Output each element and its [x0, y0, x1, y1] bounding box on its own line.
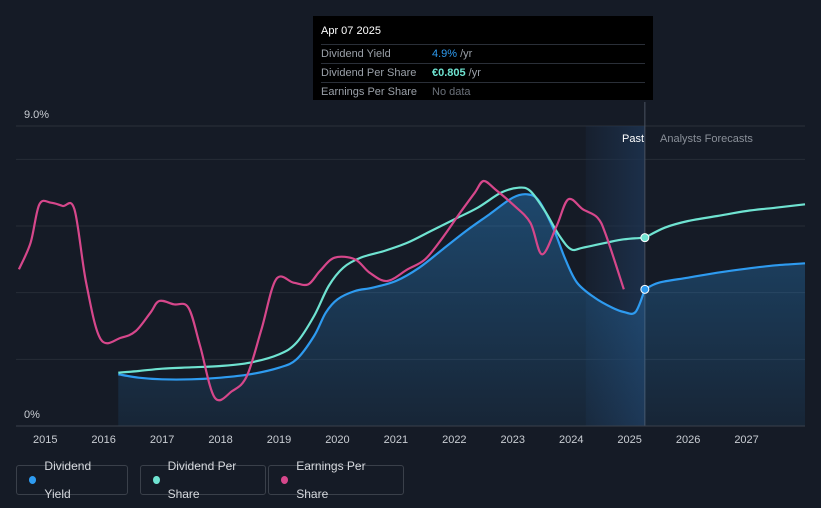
- legend-item-dividend-per-share[interactable]: Dividend Per Share: [140, 459, 266, 501]
- x-axis: 2015 2016 2017 2018 2019 2020 2021 2022 2023 2024…: [16, 425, 805, 446]
- tooltip-label: Dividend Per Share: [321, 67, 417, 79]
- legend-label: Earnings Per Share: [296, 459, 366, 501]
- tooltip: Apr 07 2025 Dividend Yield 4.9% /yr Divi…: [313, 16, 653, 100]
- y-tick-label-top: 9.0%: [24, 109, 49, 121]
- x-tick-label: 2023: [501, 434, 525, 446]
- tooltip-row-earnings-per-share: Earnings Per Share No data: [321, 83, 645, 101]
- tooltip-value: 4.9%: [432, 48, 458, 60]
- x-tick-label: 2019: [267, 434, 291, 446]
- y-tick-label-bottom: 0%: [24, 409, 40, 421]
- tooltip-row-dividend-per-share: Dividend Per Share €0.805 /yr: [321, 64, 645, 83]
- legend-item-earnings-per-share[interactable]: Earnings Per Share: [268, 459, 404, 501]
- tooltip-unit: /yr: [460, 48, 473, 60]
- tooltip-value: No data: [432, 86, 471, 98]
- dividend-per-share-line: [118, 186, 645, 374]
- earnings-per-share-line: [17, 179, 625, 402]
- forecast-label: Analysts Forecasts: [660, 133, 753, 145]
- x-tick-label: 2016: [91, 434, 115, 446]
- dividend-yield-highlight-point: [640, 284, 650, 294]
- tooltip-value: €0.805: [432, 67, 466, 79]
- tooltip-unit: /yr: [468, 67, 481, 79]
- legend-dot-icon: [29, 476, 37, 484]
- dividend-yield-line: [118, 193, 646, 381]
- legend-item-dividend-yield[interactable]: Dividend Yield: [16, 459, 128, 501]
- dividend-yield-forecast-line: [644, 262, 806, 291]
- dividend-per-share-forecast-line: [644, 203, 806, 239]
- tooltip-date: Apr 07 2025: [321, 16, 645, 45]
- x-tick-label: 2026: [676, 434, 700, 446]
- x-tick-label: 2018: [208, 434, 232, 446]
- x-tick-label: 2027: [734, 434, 758, 446]
- x-tick-label: 2020: [325, 434, 349, 446]
- x-tick-label: 2017: [150, 434, 174, 446]
- dividend-yield-area: [118, 194, 806, 426]
- past-label: Past: [622, 133, 644, 145]
- dividend-per-share-highlight-point: [640, 233, 650, 243]
- tooltip-row-dividend-yield: Dividend Yield 4.9% /yr: [321, 45, 645, 64]
- tooltip-label: Dividend Yield: [321, 48, 391, 60]
- legend-label: Dividend Per Share: [167, 459, 237, 501]
- series-layer: [17, 179, 806, 426]
- x-tick-label: 2015: [33, 434, 57, 446]
- tooltip-label: Earnings Per Share: [321, 86, 417, 98]
- x-tick-label: 2024: [559, 434, 583, 446]
- x-tick-label: 2025: [617, 434, 641, 446]
- x-tick-label: 2021: [384, 434, 408, 446]
- legend-dot-icon: [281, 476, 289, 484]
- x-tick-label: 2022: [442, 434, 466, 446]
- legend-dot-icon: [153, 476, 160, 484]
- legend-label: Dividend Yield: [44, 459, 92, 501]
